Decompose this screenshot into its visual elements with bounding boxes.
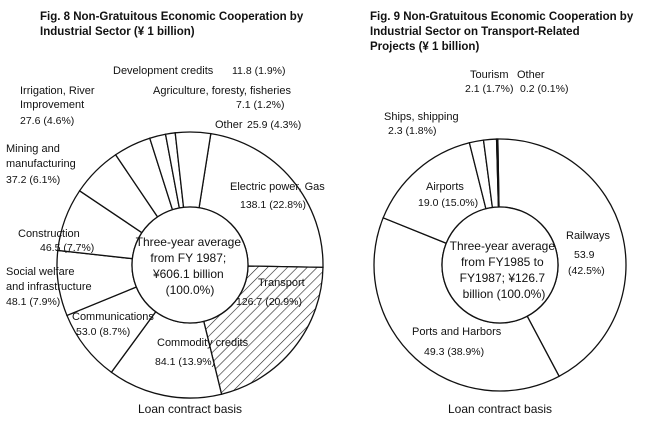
fig9-railways-value: 53.9 [574, 249, 595, 261]
fig8-center-line-2: from FY 1987; [150, 251, 226, 265]
fig9-center-hole [441, 206, 559, 324]
fig8-development-credits-name: Development credits [113, 65, 214, 77]
fig8-commodity-name: Commodity credits [157, 337, 249, 349]
fig8-label-commodity: Commodity credits 84.1 (13.9%) [155, 337, 251, 368]
fig8-communications-name: Communications [72, 311, 154, 323]
fig8-footnote: Loan contract basis [138, 402, 242, 416]
fig9-center-text: Three-year average from FY1985 to FY1987… [450, 239, 559, 301]
fig9-other-value: 0.2 (0.1%) [520, 83, 568, 95]
fig9-title-line-2: Industrial Sector on Transport-Related [370, 26, 580, 38]
fig9-label-railways: Railways 53.9 (42.5%) [566, 230, 613, 277]
fig8-label-transport: Transport 126.7 (20.9%) [236, 277, 308, 308]
fig8-communications-value: 53.0 (8.7%) [76, 326, 130, 338]
fig9-airports-value: 19.0 (15.0%) [418, 197, 478, 209]
fig9-donut-chart [373, 138, 627, 392]
fig8-label-construction: Construction 46.5 (7.7%) [18, 228, 94, 254]
fig8-electric-value: 138.1 (22.8%) [240, 199, 306, 211]
fig9-ships-value: 2.3 (1.8%) [388, 125, 436, 137]
fig8-irrigation-value: 27.6 (4.6%) [20, 115, 74, 127]
fig9-ports-value: 49.3 (38.9%) [424, 346, 484, 358]
fig9-label-other: Other 0.2 (0.1%) [517, 69, 568, 95]
fig8-mining-name-1: Mining and [6, 143, 60, 155]
fig9-airports-name: Airports [426, 181, 464, 193]
fig9-railways-value-pct: (42.5%) [568, 265, 605, 277]
fig9-label-ships: Ships, shipping 2.3 (1.8%) [384, 111, 462, 137]
fig8-social-welfare-name-2: and infrastructure [6, 281, 92, 293]
fig8-center-text: Three-year average from FY 1987; ¥606.1 … [136, 235, 245, 297]
fig8-transport-name: Transport [258, 277, 305, 289]
fig8-mining-value: 37.2 (6.1%) [6, 174, 60, 186]
fig8-electric-name: Electric power, Gas [230, 181, 325, 193]
fig8-label-social-welfare: Social welfare and infrastructure 48.1 (… [6, 266, 95, 308]
fig8-agriculture-value: 7.1 (1.2%) [236, 99, 284, 111]
fig8-label-agriculture: Agriculture, foresty, fisheries 7.1 (1.2… [153, 85, 294, 111]
fig8-center-line-3: ¥606.1 billion [152, 267, 224, 281]
fig8-construction-name: Construction [18, 228, 80, 240]
fig8-construction-value: 46.5 (7.7%) [40, 242, 94, 254]
fig8-other-value: 25.9 (4.3%) [247, 119, 301, 131]
fig9-ports-name: Ports and Harbors [412, 326, 502, 338]
fig9-other-name: Other [517, 69, 545, 81]
fig8-social-welfare-value: 48.1 (7.9%) [6, 296, 60, 308]
fig9-center-line-1: Three-year average [450, 239, 556, 253]
fig9-label-ports: Ports and Harbors 49.3 (38.9%) [412, 326, 504, 358]
fig9-tourism-name: Tourism [470, 69, 509, 81]
fig9-ships-name: Ships, shipping [384, 111, 459, 123]
fig9-title-line-1: Fig. 9 Non-Gratuitous Economic Cooperati… [370, 11, 634, 23]
fig9-tourism-value: 2.1 (1.7%) [465, 83, 513, 95]
fig8-center-line-1: Three-year average [136, 235, 242, 249]
fig8-social-welfare-name-1: Social welfare [6, 266, 74, 278]
fig8-mining-name-2: manufacturing [6, 158, 76, 170]
fig8-agriculture-name: Agriculture, foresty, fisheries [153, 85, 291, 97]
fig8-label-irrigation: Irrigation, River Improvement 27.6 (4.6%… [20, 85, 98, 127]
fig8-title: Fig. 8 Non-Gratuitous Economic Cooperati… [40, 11, 306, 38]
fig8-irrigation-name-2: Improvement [20, 99, 84, 111]
fig9-title: Fig. 9 Non-Gratuitous Economic Cooperati… [370, 11, 636, 53]
fig8-label-mining: Mining and manufacturing 37.2 (6.1%) [6, 143, 79, 186]
fig9-label-airports: Airports 19.0 (15.0%) [418, 181, 478, 209]
fig8-commodity-value: 84.1 (13.9%) [155, 356, 215, 368]
fig8-irrigation-name-1: Irrigation, River [20, 85, 95, 97]
fig9-title-line-3: Projects (¥ 1 billion) [370, 41, 479, 53]
fig8-center-hole [131, 206, 249, 324]
fig9-center-line-4: billion (100.0%) [463, 287, 546, 301]
fig8-title-line-1: Fig. 8 Non-Gratuitous Economic Cooperati… [40, 11, 304, 23]
fig8-label-development-credits: Development credits 11.8 (1.9%) [113, 65, 286, 77]
fig9-label-tourism: Tourism 2.1 (1.7%) [465, 69, 513, 95]
fig8-donut-chart [56, 131, 324, 399]
fig8-center-line-4: (100.0%) [166, 283, 215, 297]
fig8-transport-value: 126.7 (20.9%) [236, 296, 302, 308]
fig8-label-communications: Communications 53.0 (8.7%) [72, 311, 157, 338]
fig9-railways-name: Railways [566, 230, 611, 242]
fig8-title-line-2: Industrial Sector (¥ 1 billion) [40, 26, 195, 38]
fig8-label-other: Other 25.9 (4.3%) [215, 119, 301, 131]
fig9-footnote: Loan contract basis [448, 402, 552, 416]
fig8-other-name: Other [215, 119, 243, 131]
fig9-center-line-3: FY1987; ¥126.7 [460, 271, 546, 285]
fig8-label-electric: Electric power, Gas 138.1 (22.8%) [230, 181, 328, 211]
fig8-development-credits-value: 11.8 (1.9%) [232, 65, 286, 77]
fig9-center-line-2: from FY1985 to [461, 255, 544, 269]
